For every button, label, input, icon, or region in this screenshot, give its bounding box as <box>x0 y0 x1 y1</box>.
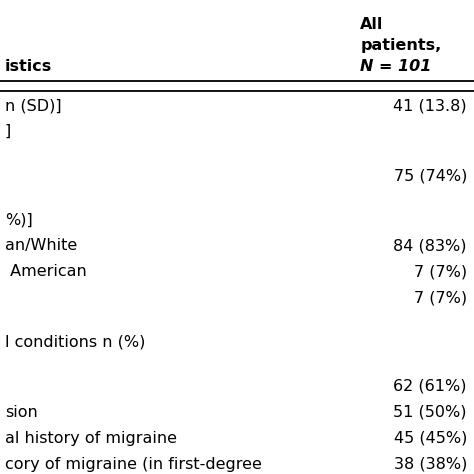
Text: 7 (7%): 7 (7%) <box>414 264 467 280</box>
Text: All: All <box>360 17 383 32</box>
Text: cory of migraine (in first-degree: cory of migraine (in first-degree <box>5 457 262 472</box>
Text: 75 (74%): 75 (74%) <box>393 168 467 183</box>
Text: al history of migraine: al history of migraine <box>5 431 177 446</box>
Text: sion: sion <box>5 405 37 420</box>
Text: an/White: an/White <box>5 238 77 254</box>
Text: 62 (61%): 62 (61%) <box>393 379 467 394</box>
Text: n (SD)]: n (SD)] <box>5 98 61 113</box>
Text: N = 101: N = 101 <box>360 59 432 74</box>
Text: 7 (7%): 7 (7%) <box>414 291 467 306</box>
Text: 38 (38%): 38 (38%) <box>393 457 467 472</box>
Text: American: American <box>5 264 86 280</box>
Text: patients,: patients, <box>360 38 441 53</box>
Text: %)]: %)] <box>5 212 33 228</box>
Text: 51 (50%): 51 (50%) <box>393 405 467 420</box>
Text: istics: istics <box>5 59 52 74</box>
Text: 84 (83%): 84 (83%) <box>393 238 467 254</box>
Text: l conditions n (%): l conditions n (%) <box>5 335 145 350</box>
Text: 41 (13.8): 41 (13.8) <box>393 98 467 113</box>
Text: ]: ] <box>5 124 11 139</box>
Text: 45 (45%): 45 (45%) <box>393 431 467 446</box>
